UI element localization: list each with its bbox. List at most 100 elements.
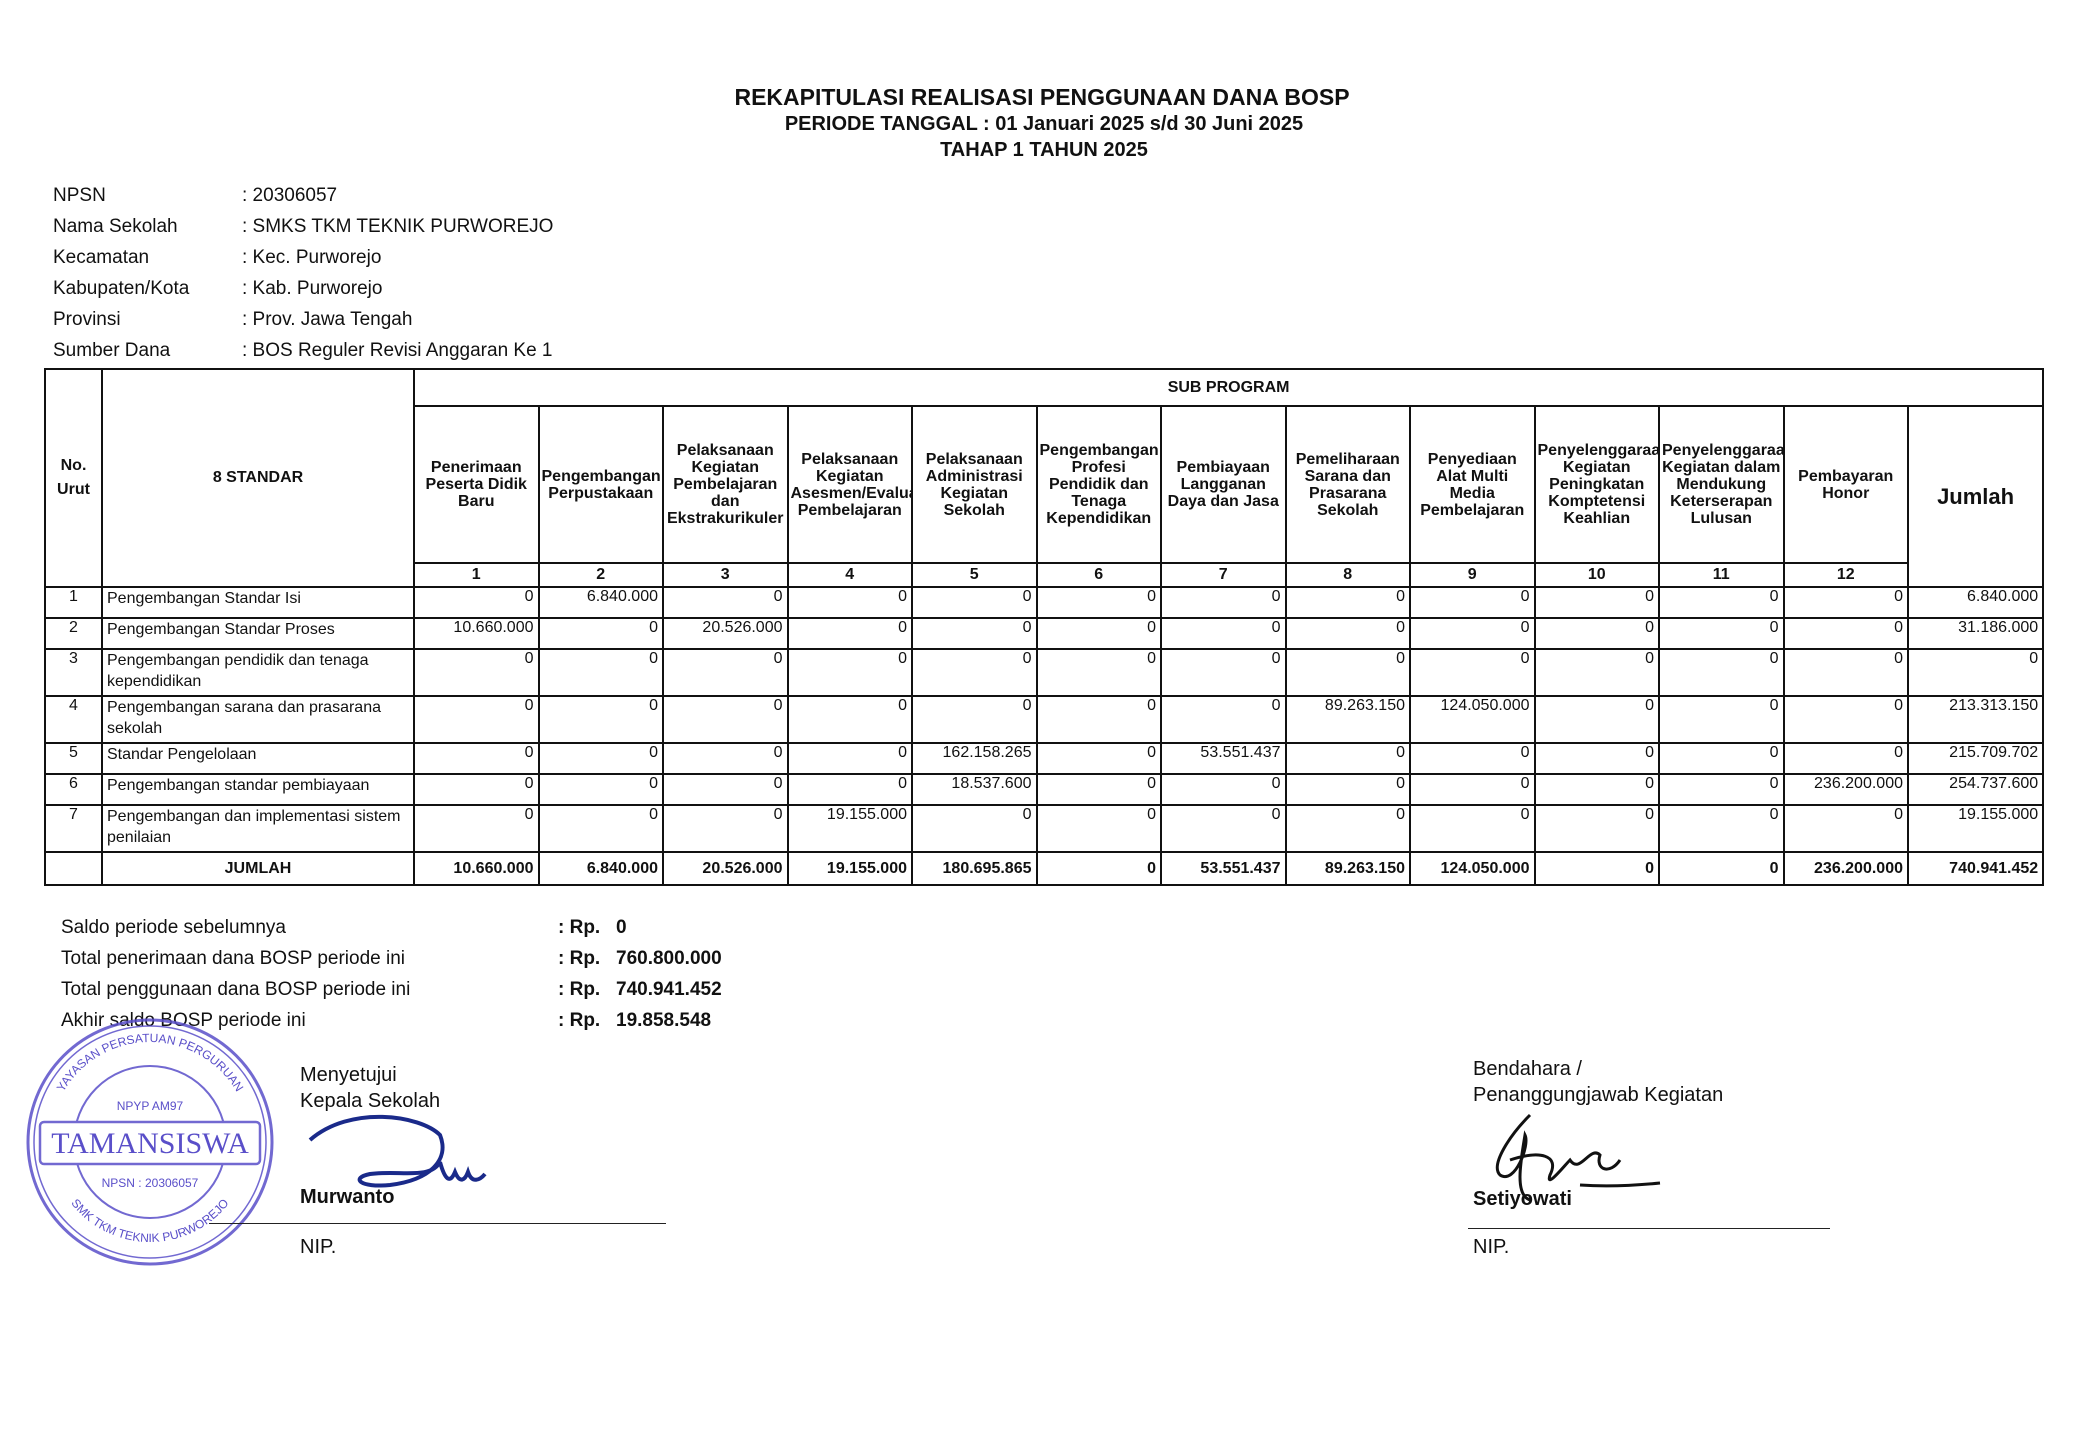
amount-cell: 0 [413, 773, 540, 806]
amount-cell: 0 [1782, 804, 1909, 853]
row-total-cell: 6.840.000 [1906, 586, 2045, 619]
amount-cell: 0 [1409, 773, 1536, 806]
info-value: : Prov. Jawa Tengah [242, 309, 413, 330]
info-label: Kecamatan [53, 247, 150, 268]
column-number: 8 [1284, 562, 1411, 588]
recap-table: No. Urut 8 STANDAR SUB PROGRAM Penerimaan P… [44, 368, 2045, 886]
row-total-cell: 213.313.150 [1906, 695, 2045, 744]
stamp-code-text: NPYP AM97 [117, 1099, 184, 1113]
amount-cell: 0 [413, 586, 540, 619]
column-number: 11 [1658, 562, 1785, 588]
amount-cell: 124.050.000 [1409, 695, 1536, 744]
info-row: NPSN : 20306057 [53, 180, 553, 211]
total-cell: 89.263.150 [1284, 851, 1411, 886]
column-header: Pengembangan Perpustakaan [537, 405, 664, 564]
info-value: : SMKS TKM TEKNIK PURWOREJO [242, 216, 554, 237]
principal-title: Kepala Sekolah [300, 1090, 441, 1112]
amount-cell: 18.537.600 [911, 773, 1038, 806]
amount-cell: 0 [1533, 804, 1660, 853]
amount-cell: 0 [662, 804, 789, 853]
row-number: 7 [44, 804, 103, 853]
info-value: : 20306057 [242, 185, 338, 206]
treasurer-signature [1495, 1113, 1661, 1202]
info-row: Sumber Dana: BOS Reguler Revisi Anggaran… [53, 335, 553, 366]
info-row: Kabupaten/Kota: Kab. Purworejo [53, 273, 553, 304]
info-row: Kecamatan : Kec. Purworejo [53, 242, 553, 273]
amount-cell: 0 [1035, 617, 1162, 650]
amount-cell: 0 [1160, 804, 1287, 853]
column-number: 5 [911, 562, 1038, 588]
amount-cell: 0 [1284, 804, 1411, 853]
amount-cell: 0 [1409, 586, 1536, 619]
summary-value: 760.800.000 [616, 948, 722, 969]
standard-name: Standar Pengelolaan [101, 742, 415, 775]
amount-cell: 0 [662, 648, 789, 697]
amount-cell: 6.840.000 [537, 586, 664, 619]
row-total-cell: 215.709.702 [1906, 742, 2045, 775]
amount-cell: 0 [1035, 742, 1162, 775]
table-row: 2 Pengembangan Standar Proses 10.660.000 0 2… [44, 617, 2045, 650]
summary-currency: : Rp. [558, 917, 601, 938]
amount-cell: 0 [537, 804, 664, 853]
amount-cell: 0 [786, 695, 913, 744]
column-number: 12 [1782, 562, 1909, 588]
summary-label: Saldo periode sebelumnya [61, 917, 286, 938]
amount-cell: 0 [1658, 586, 1785, 619]
standard-name: Pengembangan standar pembiayaan [101, 773, 415, 806]
column-header: Penyelenggaraan Kegiatan dalam Mendukung… [1658, 405, 1785, 564]
total-cell: 0 [1658, 851, 1785, 886]
amount-cell: 0 [1409, 617, 1536, 650]
amount-cell: 0 [1782, 742, 1909, 775]
standard-name: Pengembangan Standar Isi [101, 586, 415, 619]
info-label: NPSN [53, 185, 106, 206]
summary-label: Total penggunaan dana BOSP periode ini [61, 979, 411, 1000]
summary-currency: : Rp. [558, 1010, 601, 1031]
approval-label: Menyetujui [300, 1064, 397, 1086]
column-header: Penyelenggaraan Kegiatan Peningkatan Kom… [1533, 405, 1660, 564]
amount-cell: 0 [911, 804, 1038, 853]
amount-cell: 0 [1658, 617, 1785, 650]
amount-cell: 10.660.000 [413, 617, 540, 650]
total-cell: 20.526.000 [662, 851, 789, 886]
stamp-mid-text: TAMANSISWA [51, 1127, 249, 1160]
standar-header: 8 STANDAR [101, 368, 415, 588]
amount-cell: 0 [1160, 617, 1287, 650]
summary-currency: : Rp. [558, 948, 601, 969]
amount-cell: 0 [1284, 648, 1411, 697]
total-cell: 0 [1533, 851, 1660, 886]
amount-cell: 0 [1284, 773, 1411, 806]
column-number: 1 [413, 562, 540, 588]
info-label: Nama Sekolah [53, 216, 178, 237]
school-stamp: YAYASAN PERSATUAN PERGURUAN SMK TKM TEKN… [26, 1018, 274, 1266]
column-number: 10 [1533, 562, 1660, 588]
total-blank [44, 851, 103, 886]
summary-row: Akhir saldo BOSP periode ini: Rp. 19.858.… [61, 1005, 722, 1036]
total-cell: 19.155.000 [786, 851, 913, 886]
amount-cell: 0 [1658, 695, 1785, 744]
amount-cell: 0 [786, 648, 913, 697]
amount-cell: 0 [786, 586, 913, 619]
table-row: 6 Pengembangan standar pembiayaan 0 0 0 0 18.5… [44, 773, 2045, 806]
column-header: Pemeliharaan Sarana dan Prasarana Sekola… [1284, 405, 1411, 564]
summary-label: Akhir saldo BOSP periode ini [61, 1010, 306, 1031]
stamp-bottom-text: SMK TKM TEKNIK PURWOREJO [69, 1196, 232, 1245]
document-title: REKAPITULASI REALISASI PENGGUNAAN DANA B… [734, 84, 1350, 110]
principal-signature [308, 1114, 487, 1188]
row-total-cell: 254.737.600 [1906, 773, 2045, 806]
amount-cell: 0 [1782, 586, 1909, 619]
amount-cell: 0 [537, 773, 664, 806]
info-value: : Kec. Purworejo [242, 247, 382, 268]
amount-cell: 0 [1533, 648, 1660, 697]
amount-cell: 19.155.000 [786, 804, 913, 853]
row-total-cell: 19.155.000 [1906, 804, 2045, 853]
stage-text: TAHAP 1 TAHUN 2025 [940, 139, 1148, 161]
amount-cell: 0 [911, 648, 1038, 697]
balance-summary: Saldo periode sebelumnya: Rp. 0 Total pene… [61, 912, 722, 1036]
column-number: 2 [537, 562, 664, 588]
total-cell: 6.840.000 [537, 851, 664, 886]
amount-cell: 0 [537, 617, 664, 650]
column-number-row: 1 2 3 4 5 6 7 8 9 10 11 12 [45, 562, 2043, 588]
amount-cell: 0 [1533, 586, 1660, 619]
amount-cell: 0 [413, 742, 540, 775]
column-header: Pelaksanaan Administrasi Kegiatan Sekola… [911, 405, 1038, 564]
